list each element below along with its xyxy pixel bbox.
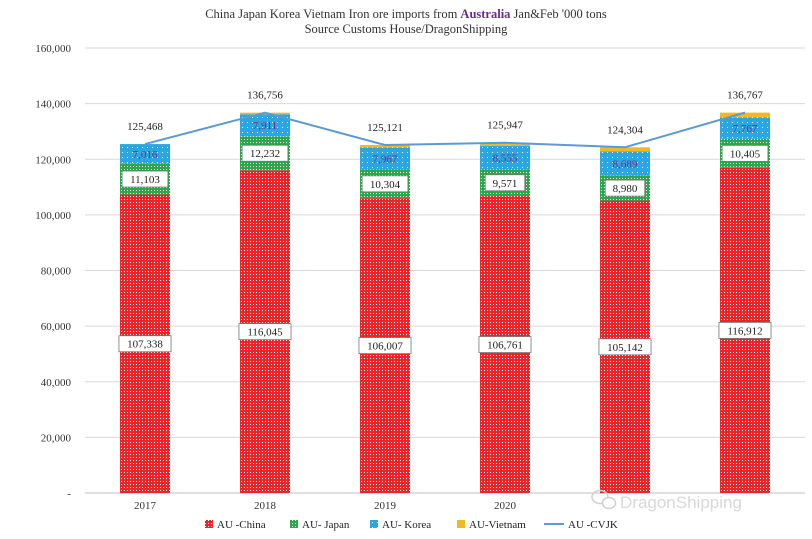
x-tick-label: 2020 [494, 500, 517, 512]
legend-item: AU -CVJK [544, 519, 618, 531]
data-label: 116,912 [727, 325, 762, 337]
data-label: 10,405 [730, 148, 761, 160]
legend-swatch [370, 520, 378, 528]
data-label: 7,967 [373, 153, 398, 165]
data-label-box [118, 335, 172, 353]
legend-label: AU- Korea [382, 519, 431, 531]
bar-segment [720, 112, 770, 118]
y-tick-label: 80,000 [41, 266, 72, 278]
legend-swatch [457, 520, 465, 528]
watermark-text: DragonShipping [620, 493, 742, 512]
data-label-box [604, 179, 646, 197]
data-label: 7,016 [133, 149, 158, 161]
bar-segment [600, 151, 650, 176]
data-label: 8,555 [493, 153, 518, 165]
data-label: 12,232 [250, 148, 280, 160]
legend-swatch [205, 520, 213, 528]
x-axis: 2017 2018 2019 2020 [134, 500, 517, 512]
legend-label: AU -China [217, 519, 266, 531]
bar-segment [360, 145, 410, 148]
data-label-box [484, 174, 526, 192]
data-label: 116,045 [247, 327, 283, 339]
x-tick-label: 2018 [254, 500, 277, 512]
x-tick-label: 2017 [134, 500, 157, 512]
legend: AU -China AU- Japan AU- Korea AU-Vietnam AU … [205, 519, 618, 531]
line-data-label: 125,468 [127, 121, 163, 133]
y-axis: - 20,000 40,000 60,000 80,000 100,000 120,000 1… [35, 43, 71, 500]
bar-segment [360, 147, 410, 170]
data-label: 7,911 [253, 120, 277, 132]
legend-swatch [290, 520, 298, 528]
line-data-label: 136,756 [247, 90, 283, 102]
data-label: 107,338 [127, 339, 163, 351]
y-tick-label: 160,000 [35, 43, 71, 55]
legend-label: AU- Japan [302, 519, 350, 531]
data-label-box [598, 338, 652, 356]
y-tick-label: 20,000 [41, 432, 72, 444]
wechat-icon [591, 489, 617, 510]
data-label-box [361, 175, 409, 193]
data-label: 8,980 [613, 183, 638, 195]
data-label-box [718, 322, 772, 339]
bar-segment [480, 142, 530, 146]
y-tick-label: 140,000 [35, 99, 71, 111]
data-label: 7,767 [733, 123, 758, 135]
legend-label: AU -CVJK [568, 519, 618, 531]
bar-segment [600, 147, 650, 152]
total-line-layer [144, 111, 746, 149]
legend-item: AU- Korea [370, 519, 431, 531]
gridlines [85, 47, 805, 494]
y-tick-label: 40,000 [41, 377, 72, 389]
line-data-label: 136,767 [727, 90, 763, 102]
bars [120, 112, 770, 494]
y-tick-label: 120,000 [35, 154, 71, 166]
y-tick-label: 100,000 [35, 210, 71, 222]
bar-segment [480, 145, 530, 170]
bar-segment [720, 117, 770, 139]
line-data-label: 125,121 [367, 122, 403, 134]
line-data-label: 124,304 [607, 124, 643, 136]
data-label: 9,571 [493, 178, 518, 190]
data-label: 11,103 [130, 174, 160, 186]
data-label-box [358, 337, 412, 354]
data-label: 106,007 [367, 341, 403, 353]
line-data-label: 125,947 [487, 120, 523, 132]
data-labels: 107,338 11,103 7,016 116,045 12,232 7,911 106,… [118, 90, 772, 356]
data-label: 105,142 [607, 342, 643, 354]
legend-item: AU-Vietnam [457, 519, 526, 531]
chart-title-part-1: China Japan Korea Vietnam Iron ore impor… [205, 7, 460, 21]
data-label: 10,304 [370, 179, 401, 191]
bar-segment [240, 114, 290, 137]
data-label-box [721, 144, 769, 162]
data-label-box [238, 323, 292, 341]
data-label: 8,689 [613, 159, 638, 171]
bar-segment [120, 144, 170, 164]
chart-title: China Japan Korea Vietnam Iron ore impor… [205, 7, 607, 21]
legend-item: AU -China [205, 519, 266, 531]
total-line [144, 111, 746, 149]
data-label: 106,761 [487, 340, 523, 352]
chart-title-highlight: Australia [460, 7, 511, 21]
y-tick-label: 60,000 [41, 321, 72, 333]
legend-item: AU- Japan [290, 519, 350, 531]
x-tick-label: 2019 [374, 500, 397, 512]
watermark: DragonShipping [591, 489, 742, 512]
data-label-box [241, 144, 289, 162]
legend-label: AU-Vietnam [469, 519, 526, 531]
chart-title-part-3: Jan&Feb '000 tons [510, 7, 606, 21]
data-label-box [478, 336, 532, 353]
y-tick-label: - [67, 488, 71, 500]
data-label-box [121, 170, 169, 188]
chart-subtitle: Source Customs House/DragonShipping [305, 22, 509, 36]
